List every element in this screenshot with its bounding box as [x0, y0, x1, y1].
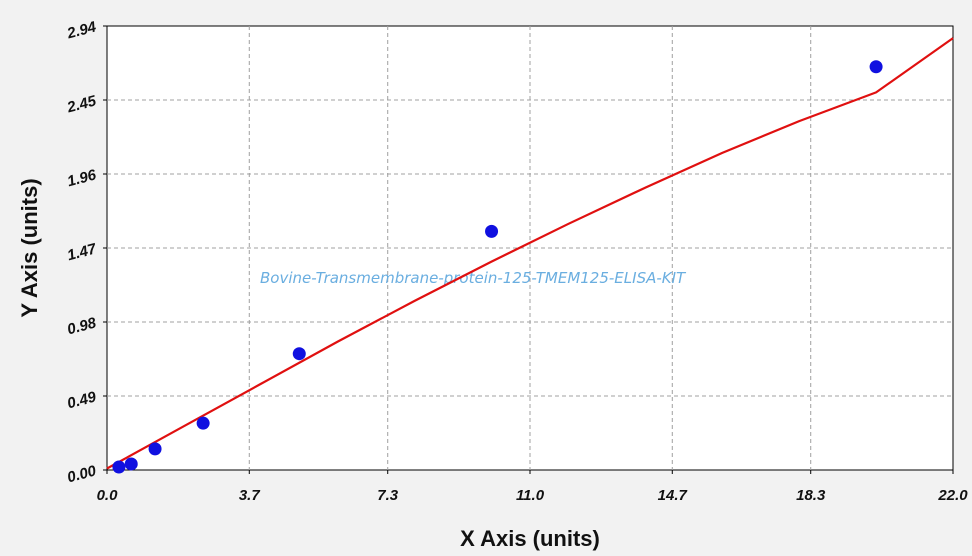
x-tick-label: 14.7: [658, 487, 688, 504]
x-tick-label: 18.3: [796, 487, 826, 504]
data-point: [869, 60, 883, 74]
series: [106, 37, 954, 474]
data-point: [112, 460, 126, 474]
data-point: [124, 457, 138, 471]
x-tick-label: 7.3: [377, 487, 399, 504]
grid-lines: [107, 26, 953, 470]
x-tick-label: 0.0: [97, 487, 119, 504]
x-tick-label: 22.0: [937, 487, 968, 504]
data-point: [485, 224, 499, 238]
watermark: Bovine-Transmembrane-protein-125-TMEM125…: [260, 269, 687, 287]
fit-curve: [106, 37, 954, 470]
x-tick-label: 11.0: [516, 487, 545, 504]
y-axis-title: Y Axis (units): [17, 178, 42, 317]
x-tick-label: 3.7: [239, 487, 261, 504]
x-axis-title: X Axis (units): [460, 526, 600, 551]
data-point: [196, 416, 210, 430]
data-point: [148, 442, 162, 456]
data-point: [292, 347, 306, 361]
